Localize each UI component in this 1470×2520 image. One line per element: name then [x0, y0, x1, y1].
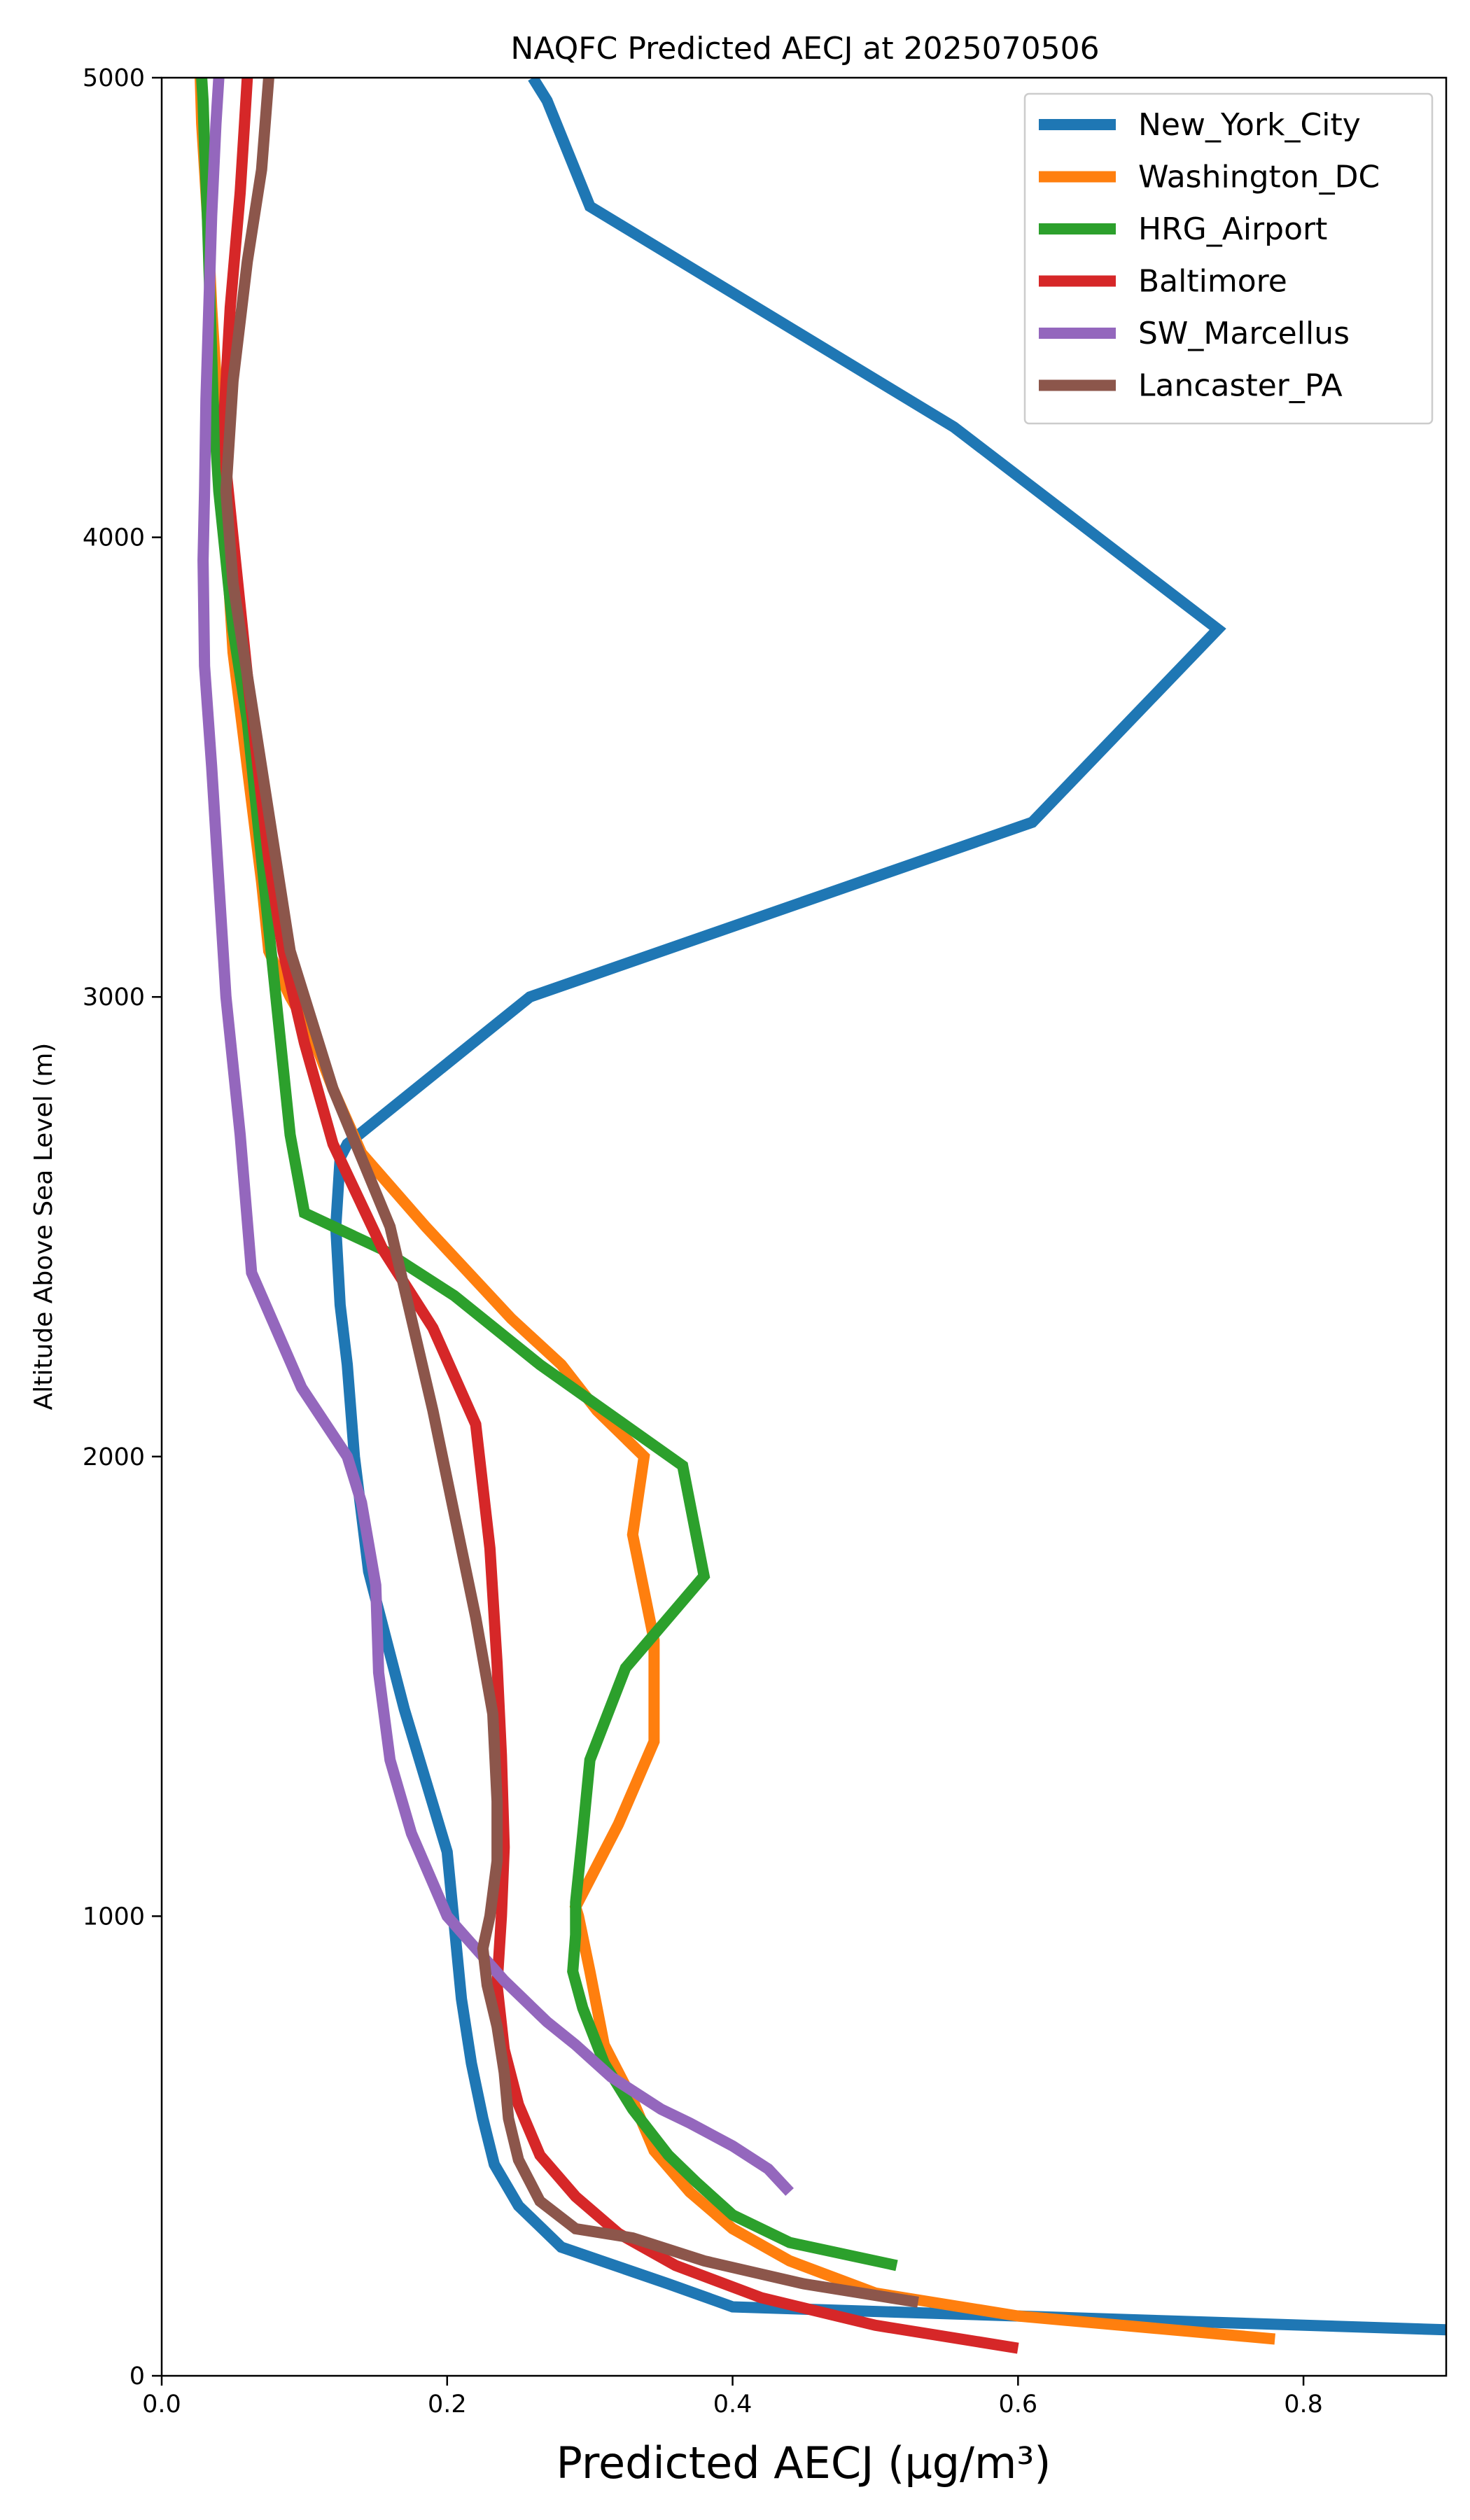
y-axis-label: Altitude Above Sea Level (m) [29, 1043, 58, 1410]
x-tick-label: 0.0 [142, 2390, 181, 2418]
x-tick-label: 0.4 [713, 2390, 752, 2418]
series-line-sw-marcellus [197, 78, 794, 2196]
legend-label-hrg-airport: HRG_Airport [1138, 211, 1327, 247]
legend-box [1023, 92, 1434, 425]
x-axis-label: Predicted AECJ (μg/m³) [556, 2437, 1051, 2488]
legend-label-baltimore: Baltimore [1138, 264, 1287, 300]
legend-label-sw-marcellus: SW_Marcellus [1138, 316, 1350, 351]
series-line-lancaster-pa [220, 78, 919, 2308]
legend-label-washington-dc: Washington_DC [1138, 160, 1380, 195]
y-tick-label: 5000 [83, 64, 145, 92]
y-tick-label: 2000 [83, 1443, 145, 1471]
x-tick-label: 0.8 [1284, 2390, 1323, 2418]
legend-label-lancaster-pa: Lancaster_PA [1138, 368, 1343, 404]
y-tick-label: 0 [130, 2362, 145, 2390]
x-axis: 0.0 0.2 0.4 0.6 0.8 [142, 2376, 1323, 2418]
legend: New_York_City Washington_DC HRG_Airport Bal… [1023, 92, 1434, 425]
chart-title: NAQFC Predicted AECJ at 2025070506 [510, 31, 1099, 66]
y-tick-label: 3000 [83, 983, 145, 1011]
y-axis: 0 1000 2000 3000 4000 5000 [83, 64, 162, 2390]
y-tick-label: 4000 [83, 524, 145, 552]
y-tick-label: 1000 [83, 1903, 145, 1931]
plot-frame [160, 76, 1448, 2377]
legend-label-new-york-city: New_York_City [1138, 107, 1361, 143]
series-lines [195, 78, 1446, 2354]
x-tick-label: 0.2 [428, 2390, 467, 2418]
plot-area [160, 76, 1448, 2377]
x-tick-label: 0.6 [998, 2390, 1037, 2418]
